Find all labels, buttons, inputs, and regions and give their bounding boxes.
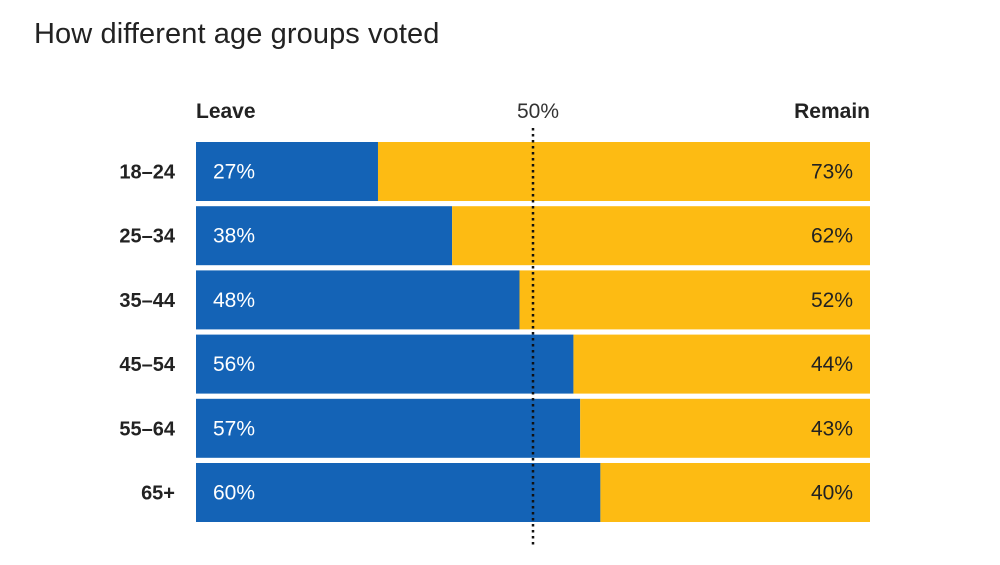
legend-leave: Leave — [196, 100, 256, 123]
leave-value-label-5: 57% — [213, 417, 255, 440]
bar-leave-3 — [196, 270, 520, 330]
reference-line-label: 50% — [517, 100, 559, 123]
category-label-3: 35–44 — [119, 290, 175, 312]
category-label-5: 55–64 — [119, 418, 175, 440]
remain-value-label-3: 52% — [811, 289, 853, 312]
bar-leave-4 — [196, 334, 574, 394]
category-label-4: 45–54 — [119, 354, 175, 376]
bar-leave-1 — [196, 142, 378, 201]
bar-remain-1 — [377, 142, 870, 201]
remain-value-label-5: 43% — [811, 417, 853, 440]
category-label-1: 18–24 — [119, 162, 175, 184]
bar-remain-3 — [519, 270, 870, 330]
remain-value-label-6: 40% — [811, 482, 853, 505]
bar-remain-4 — [573, 334, 870, 394]
remain-value-label-4: 44% — [811, 353, 853, 376]
category-label-6: 65+ — [141, 483, 175, 505]
leave-value-label-4: 56% — [213, 353, 255, 376]
bar-remain-5 — [580, 398, 870, 458]
category-label-2: 25–34 — [119, 226, 175, 248]
bar-leave-5 — [196, 398, 581, 458]
remain-value-label-2: 62% — [811, 225, 853, 248]
leave-value-label-3: 48% — [213, 289, 255, 312]
leave-value-label-6: 60% — [213, 482, 255, 505]
legend-remain: Remain — [794, 100, 870, 123]
bar-leave-2 — [196, 206, 453, 266]
chart-title: How different age groups voted — [34, 18, 440, 50]
leave-value-label-1: 27% — [213, 161, 255, 184]
bar-remain-6 — [600, 463, 870, 522]
leave-value-label-2: 38% — [213, 225, 255, 248]
remain-value-label-1: 73% — [811, 161, 853, 184]
bar-leave-6 — [196, 463, 601, 522]
bar-remain-2 — [452, 206, 870, 266]
